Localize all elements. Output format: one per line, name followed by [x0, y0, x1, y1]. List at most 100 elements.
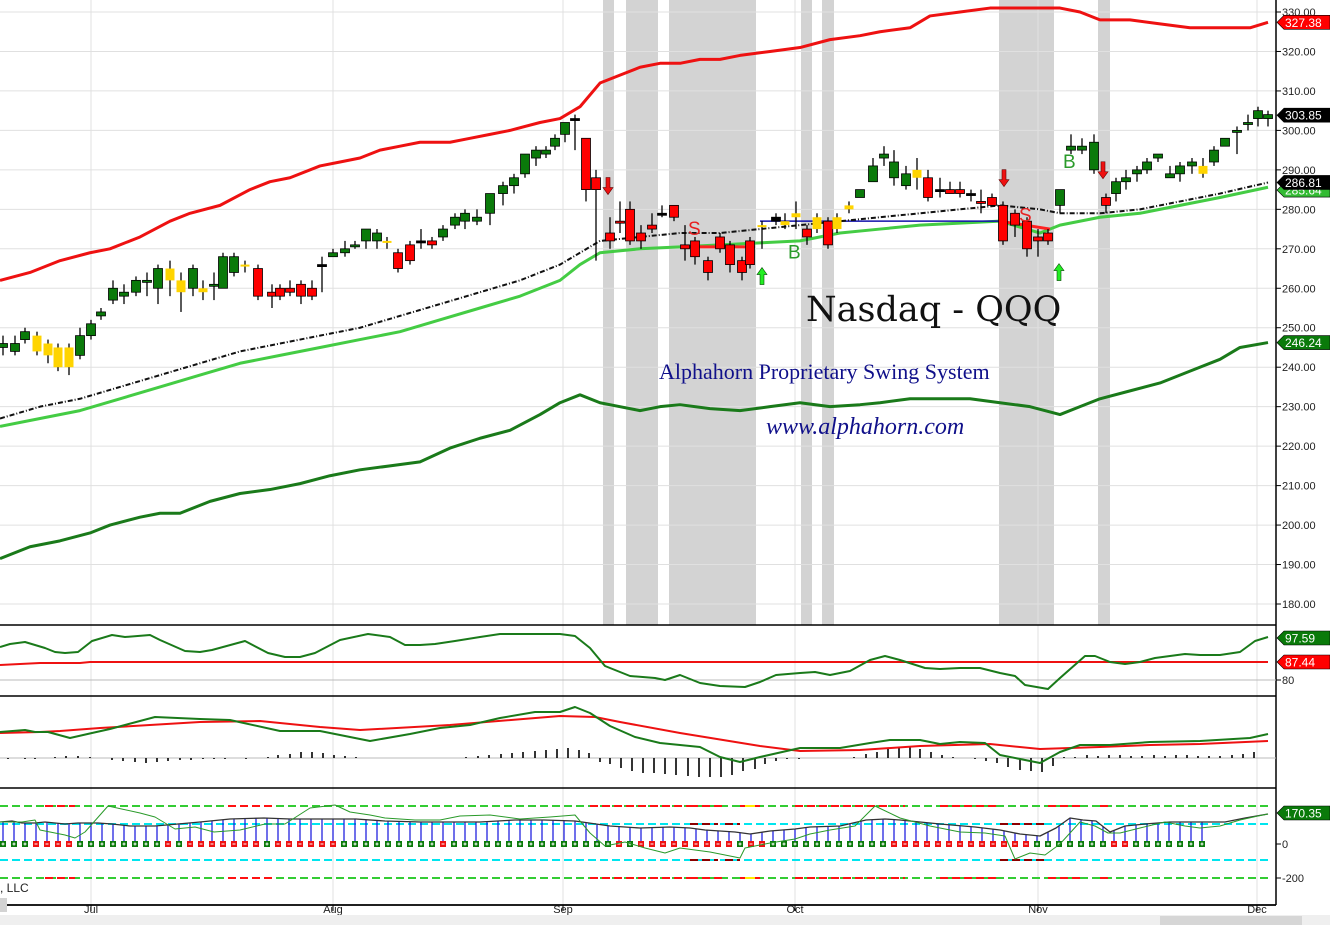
horizontal-scrollbar[interactable]	[0, 915, 1330, 925]
sell-arrow-icon	[602, 177, 614, 196]
x-axis-label: Jul	[84, 904, 98, 916]
svg-text:246.24: 246.24	[1285, 336, 1322, 350]
candle	[737, 256, 747, 281]
close-price-value-tag: 303.85	[1276, 107, 1330, 123]
candle-body	[780, 221, 790, 226]
candle-body	[416, 240, 426, 244]
candle-body	[485, 193, 495, 214]
candle	[1253, 106, 1263, 127]
candle-body	[307, 287, 317, 297]
candle-body	[1066, 145, 1076, 151]
candle	[153, 264, 163, 305]
candle	[879, 146, 889, 166]
candle	[647, 213, 657, 234]
candle	[405, 240, 415, 265]
candle	[1066, 134, 1076, 155]
candle-body	[218, 256, 228, 289]
svg-text:87.44: 87.44	[1285, 656, 1315, 670]
buy-arrow-icon	[756, 267, 768, 285]
candle	[581, 137, 591, 202]
candle	[550, 134, 560, 151]
candle-body	[209, 283, 219, 287]
candle	[1232, 126, 1242, 155]
candle-body	[10, 343, 20, 352]
candle	[636, 225, 646, 249]
candle	[531, 146, 541, 166]
candle-body	[450, 216, 460, 226]
candlesticks	[0, 106, 1273, 376]
chart-url: www.alphahorn.com	[766, 414, 965, 440]
candle	[1033, 229, 1043, 257]
ma-black-value-tag: 286.81	[1276, 175, 1330, 190]
candle	[198, 280, 208, 301]
lower-band-value-tag: 246.24	[1276, 335, 1330, 350]
svg-text:327.38: 327.38	[1285, 16, 1322, 30]
signal-b-label: B	[788, 243, 801, 264]
candle	[680, 225, 690, 261]
scrollbar-thumb[interactable]	[1160, 916, 1302, 925]
candle	[725, 240, 735, 273]
candle	[690, 236, 700, 265]
candle	[844, 201, 854, 214]
candle	[703, 256, 713, 281]
candle-body	[1187, 161, 1197, 167]
x-axis-label: Oct	[786, 904, 803, 916]
candle	[438, 225, 448, 241]
candle-body	[669, 204, 679, 218]
candle-body	[253, 268, 263, 297]
candle	[615, 201, 625, 234]
candle-body	[43, 343, 53, 356]
x-axis-cursor-label	[0, 898, 7, 912]
candle	[1165, 165, 1175, 179]
candle	[966, 189, 976, 202]
osc1-red-line	[0, 661, 1268, 666]
price-axis-label: 310.00	[1282, 86, 1316, 98]
candle-body	[868, 165, 878, 183]
candle	[460, 209, 470, 230]
candle	[472, 209, 482, 226]
osc2-histogram	[7, 746, 1255, 777]
candle	[75, 327, 85, 360]
shaded-region	[822, 0, 834, 625]
candle-body	[966, 193, 976, 196]
candle-body	[340, 248, 350, 254]
candle-body	[531, 149, 541, 159]
copyright-text: , LLC	[0, 881, 29, 895]
candle-body	[472, 216, 482, 222]
signal-s-label: S	[1019, 205, 1032, 226]
candle	[868, 158, 878, 183]
price-axis-label: 230.00	[1282, 402, 1316, 414]
osc3-axis-label: 0	[1282, 839, 1288, 851]
candle	[998, 201, 1008, 245]
candle	[757, 221, 767, 249]
candle	[188, 264, 198, 297]
candle	[987, 193, 997, 206]
candle	[0, 335, 8, 356]
candle	[142, 272, 152, 297]
candle	[108, 280, 118, 305]
osc1-axis-label: 80	[1282, 675, 1294, 687]
shaded-region	[801, 0, 812, 625]
candle-body	[1055, 189, 1065, 206]
candle-body	[75, 335, 85, 356]
candle-body	[188, 268, 198, 289]
candle-body	[240, 264, 250, 267]
price-axis-label: 270.00	[1282, 244, 1316, 256]
candle	[855, 189, 865, 198]
candle-body	[86, 323, 96, 337]
candle	[591, 169, 601, 261]
candle	[541, 146, 551, 159]
candle-body	[570, 118, 580, 121]
candle	[812, 213, 822, 234]
price-gridlines	[0, 0, 1276, 905]
osc3-black-line	[0, 813, 1269, 837]
candle	[372, 229, 382, 249]
price-axis-label: 250.00	[1282, 323, 1316, 335]
candle	[669, 204, 679, 222]
candle	[1263, 110, 1273, 127]
price-axis-label: 280.00	[1282, 204, 1316, 216]
candle-body	[119, 291, 129, 297]
candle	[498, 181, 508, 206]
